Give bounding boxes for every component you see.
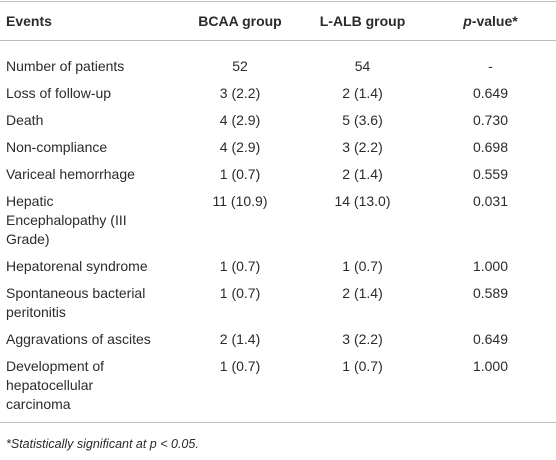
event-cell: Variceal hemorrhage (0, 161, 180, 188)
table-row: Number of patients 52 54 - (0, 41, 556, 81)
cell-line: Hepatorenal syndrome (6, 258, 148, 274)
header-cell: BCAA group (180, 1, 300, 41)
event-cell: Loss of follow-up (0, 80, 180, 107)
value-cell: 5 (3.6) (342, 112, 383, 128)
header-cell: L-ALB group (300, 1, 425, 41)
value-cell: 1 (0.7) (219, 285, 261, 301)
cell-line: Non-compliance (6, 139, 108, 155)
value-cell: 0.031 (472, 193, 509, 209)
table-row: Loss of follow-up 3 (2.2) 2 (1.4) 0.649 (0, 80, 556, 107)
table-row: Spontaneous bacterial peritonitis 1 (0.7) 2… (0, 280, 556, 326)
value-cell: 1 (0.7) (300, 353, 425, 423)
value-cell: 4 (2.9) (219, 139, 261, 155)
value-cell: 14 (13.0) (334, 193, 391, 209)
events-table: Events BCAA group L-ALB group p-value* Numb… (0, 1, 556, 423)
value-cell: 3 (2.2) (219, 85, 261, 101)
event-cell: Number of patients (0, 41, 180, 81)
cell-line: carcinoma (6, 396, 71, 412)
cell-line: Number of patients (6, 58, 125, 74)
value-cell: 1 (0.7) (219, 258, 261, 274)
value-cell: 0.649 (472, 85, 509, 101)
event-cell: Development of hepatocellular carcinoma (0, 353, 180, 423)
footnote: *Statistically significant at p < 0.05. (6, 437, 199, 451)
value-cell: 2 (1.4) (342, 285, 383, 301)
value-cell: 11 (10.9) (212, 193, 268, 209)
value-cell: 1.000 (472, 258, 509, 274)
table-row: Hepatorenal syndrome 1 (0.7) 1 (0.7) 1.000 (0, 253, 556, 280)
value-cell: 2 (1.4) (342, 166, 383, 182)
event-cell: Death (0, 107, 180, 134)
cell-line: Encephalopathy (III (6, 212, 127, 228)
value-cell: 0.559 (472, 166, 509, 182)
cell-line: Variceal hemorrhage (6, 166, 135, 182)
table-row: Death 4 (2.9) 5 (3.6) 0.730 (0, 107, 556, 134)
value-cell: 52 (232, 58, 248, 74)
value-cell: 0.589 (472, 285, 509, 301)
header-row: Events BCAA group L-ALB group p-value* (0, 1, 556, 41)
value-cell: - (488, 58, 493, 74)
cell-line: Death (6, 112, 44, 128)
cell-line: Loss of follow-up (6, 85, 112, 101)
cell-line: hepatocellular (6, 377, 94, 393)
value-cell: 54 (354, 58, 371, 74)
cell-line: Aggravations of ascites (6, 331, 151, 347)
table-row: Variceal hemorrhage 1 (0.7) 2 (1.4) 0.559 (0, 161, 556, 188)
cell-line: Development of (6, 358, 105, 374)
cell-line: Hepatic (6, 193, 54, 209)
cell-line: Grade) (6, 231, 50, 247)
value-cell: 1 (0.7) (180, 353, 300, 423)
value-cell: 0.649 (472, 331, 509, 347)
header-text: p (463, 13, 472, 29)
header-text: -value* (471, 13, 518, 29)
table-body: Number of patients 52 54 - Loss of follow-up… (0, 41, 556, 423)
value-cell: 1 (0.7) (219, 166, 261, 182)
header-cell: p-value* (425, 1, 556, 41)
value-cell: 0.698 (472, 139, 509, 155)
value-cell: 0.730 (472, 112, 509, 128)
value-cell: 3 (2.2) (342, 139, 383, 155)
event-cell: Hepatic Encephalopathy (III Grade) (0, 188, 180, 253)
event-cell: Non-compliance (0, 134, 180, 161)
table-row: Development of hepatocellular carcinoma 1 (… (0, 353, 556, 423)
value-cell: 2 (1.4) (219, 331, 261, 347)
cell-line: peritonitis (6, 304, 66, 320)
value-cell: 1 (0.7) (342, 258, 383, 274)
value-cell: 1.000 (425, 353, 556, 423)
cell-line: Spontaneous bacterial (6, 285, 146, 301)
value-cell: 2 (1.4) (342, 85, 383, 101)
event-cell: Spontaneous bacterial peritonitis (0, 280, 180, 326)
table-row: Aggravations of ascites 2 (1.4) 3 (2.2) 0.6… (0, 326, 556, 353)
table-row: Hepatic Encephalopathy (III Grade) 11 (10.9… (0, 188, 556, 253)
value-cell: 3 (2.2) (342, 331, 383, 347)
table-row: Non-compliance 4 (2.9) 3 (2.2) 0.698 (0, 134, 556, 161)
event-cell: Hepatorenal syndrome (0, 253, 180, 280)
header-cell: Events (0, 1, 180, 41)
value-cell: 4 (2.9) (219, 112, 261, 128)
event-cell: Aggravations of ascites (0, 326, 180, 353)
